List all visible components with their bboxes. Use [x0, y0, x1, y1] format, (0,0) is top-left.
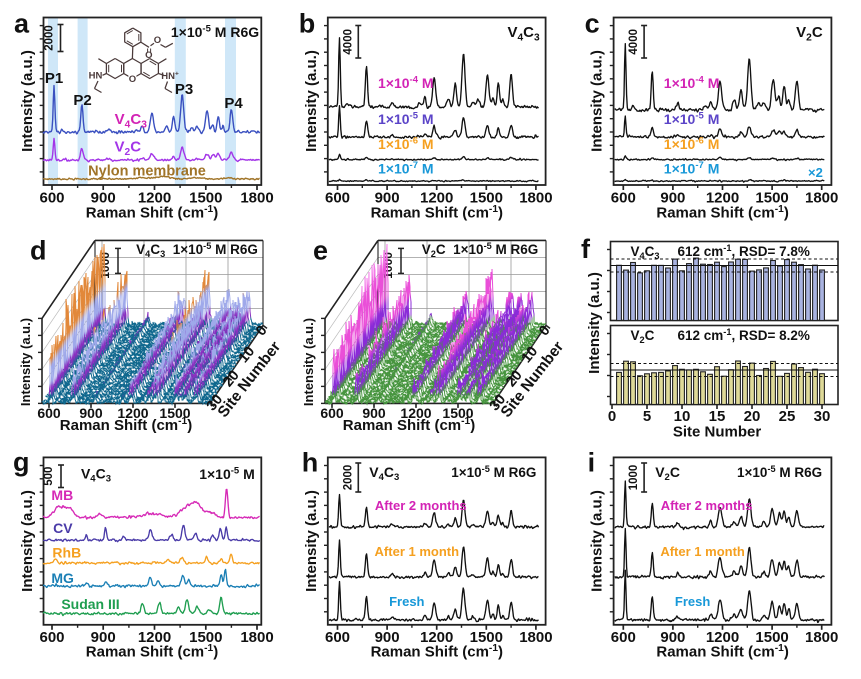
svg-text:2000: 2000 [44, 25, 56, 51]
svg-text:Intensity (a.u.): Intensity (a.u.) [303, 490, 320, 592]
svg-text:1800: 1800 [805, 629, 838, 646]
svg-text:RhB: RhB [52, 545, 81, 561]
svg-text:Raman Shift (cm-1 ): Raman Shift (cm-1 ) [656, 204, 788, 222]
svg-text:25: 25 [779, 408, 796, 425]
svg-text:i: i [588, 448, 596, 478]
svg-text:d: d [30, 235, 47, 265]
svg-text:600: 600 [325, 629, 350, 646]
svg-text:Raman Shift (cm-1 ): Raman Shift (cm-1 ) [60, 416, 192, 434]
svg-text:5: 5 [643, 408, 651, 425]
svg-text:Intensity (a.u.): Intensity (a.u.) [19, 50, 36, 152]
svg-text:1×10-5 M: 1×10-5 M [378, 111, 434, 127]
svg-text:After 2 months: After 2 months [661, 498, 753, 513]
svg-text:600: 600 [39, 629, 64, 646]
svg-text:600: 600 [39, 190, 64, 207]
svg-text:1×10-6 M: 1×10-6 M [378, 136, 434, 152]
svg-text:1800: 1800 [805, 190, 838, 207]
svg-text:Intensity (a.u.): Intensity (a.u.) [19, 490, 36, 592]
svg-text:HN: HN [89, 71, 103, 82]
svg-text:10: 10 [674, 408, 691, 425]
svg-text:×2: ×2 [808, 165, 823, 180]
svg-text:1×10-4 M: 1×10-4 M [378, 75, 434, 91]
svg-text:Intensity (a.u.): Intensity (a.u.) [586, 272, 603, 374]
svg-text:After 1 month: After 1 month [375, 544, 460, 559]
svg-text:612 cm-1 , RSD= 7.8%: 612 cm-1 , RSD= 7.8% [678, 243, 810, 259]
svg-text:O: O [145, 50, 152, 61]
svg-text:CV: CV [53, 520, 73, 536]
svg-text:c: c [585, 9, 600, 39]
svg-text:P3: P3 [175, 81, 193, 98]
svg-text:4000: 4000 [342, 29, 354, 55]
svg-text:Raman Shift (cm-1 ): Raman Shift (cm-1 ) [371, 643, 503, 661]
svg-text:P1: P1 [45, 70, 63, 87]
svg-text:Raman Shift (cm-1 ): Raman Shift (cm-1 ) [86, 643, 218, 661]
svg-text:1800: 1800 [519, 629, 552, 646]
svg-text:0: 0 [608, 408, 616, 425]
svg-text:MB: MB [51, 487, 73, 503]
svg-text:O: O [154, 35, 161, 46]
svg-text:Raman Shift (cm-1 ): Raman Shift (cm-1 ) [343, 416, 475, 434]
svg-text:After 2 months: After 2 months [375, 498, 467, 513]
svg-text:4000: 4000 [628, 29, 640, 55]
svg-text:a: a [14, 9, 30, 39]
svg-text:Intensity (a.u.): Intensity (a.u.) [303, 50, 320, 152]
svg-text:1000: 1000 [628, 465, 640, 491]
svg-text:Raman Shift (cm-1 ): Raman Shift (cm-1 ) [371, 204, 503, 222]
svg-text:Sudan III: Sudan III [61, 596, 119, 612]
svg-text:1×10-6 M: 1×10-6 M [664, 136, 720, 152]
svg-text:1×10-7 M: 1×10-7 M [378, 160, 434, 176]
svg-text:Intensity (a.u.): Intensity (a.u.) [18, 318, 33, 406]
svg-text:Site Number: Site Number [673, 424, 762, 441]
svg-text:1×10-7 M: 1×10-7 M [664, 160, 720, 176]
svg-text:2000: 2000 [342, 465, 354, 491]
svg-text:600: 600 [37, 405, 61, 421]
svg-text:600: 600 [611, 190, 636, 207]
svg-text:P2: P2 [73, 92, 91, 109]
svg-text:e: e [313, 235, 328, 265]
svg-text:Fresh: Fresh [389, 594, 424, 609]
svg-text:1×10-5 M R6G: 1×10-5 M R6G [451, 464, 536, 480]
svg-text:Intensity (a.u.): Intensity (a.u.) [301, 318, 316, 406]
svg-text:1×10-5 M R6G: 1×10-5 M R6G [737, 464, 822, 480]
svg-text:V4 C3 1×10-5 M R6G: V4 C3 1×10-5 M R6G [136, 241, 258, 259]
svg-text:Fresh: Fresh [675, 594, 710, 609]
svg-text:1800: 1800 [240, 190, 273, 207]
svg-text:1×10-5 M: 1×10-5 M [199, 466, 255, 482]
svg-text:Intensity (a.u.): Intensity (a.u.) [589, 50, 606, 152]
svg-text:f: f [581, 234, 591, 264]
svg-text:After 1 month: After 1 month [660, 544, 745, 559]
svg-text:30: 30 [814, 408, 831, 425]
svg-text:1×10-5 M: 1×10-5 M [664, 111, 720, 127]
svg-text:15: 15 [709, 408, 726, 425]
svg-text:600: 600 [325, 190, 350, 207]
svg-text:Raman Shift (cm-1 ): Raman Shift (cm-1 ) [86, 204, 218, 222]
svg-text:20: 20 [744, 408, 761, 425]
svg-text:MG: MG [51, 570, 74, 586]
svg-text:1×10-4 M: 1×10-4 M [664, 75, 720, 91]
svg-text:b: b [299, 9, 316, 39]
svg-text:1800: 1800 [519, 190, 552, 207]
svg-text:Nylon membrane: Nylon membrane [88, 164, 206, 180]
svg-text:1800: 1800 [240, 629, 273, 646]
svg-text:P4: P4 [224, 95, 243, 112]
svg-text:h: h [302, 448, 319, 478]
svg-text:600: 600 [611, 629, 636, 646]
svg-text:1×10-5 M R6G: 1×10-5 M R6G [171, 24, 259, 40]
svg-text:O: O [129, 74, 136, 85]
svg-text:Raman Shift (cm-1 ): Raman Shift (cm-1 ) [656, 643, 788, 661]
svg-text:600: 600 [320, 405, 344, 421]
svg-text:500: 500 [43, 467, 55, 486]
svg-text:V2 C 1×10-5 M R6G: V2 C 1×10-5 M R6G [422, 241, 539, 259]
svg-text:612 cm-1 , RSD= 8.2%: 612 cm-1 , RSD= 8.2% [678, 327, 810, 343]
svg-text:g: g [13, 447, 30, 477]
svg-text:Intensity (a.u.): Intensity (a.u.) [589, 490, 606, 592]
